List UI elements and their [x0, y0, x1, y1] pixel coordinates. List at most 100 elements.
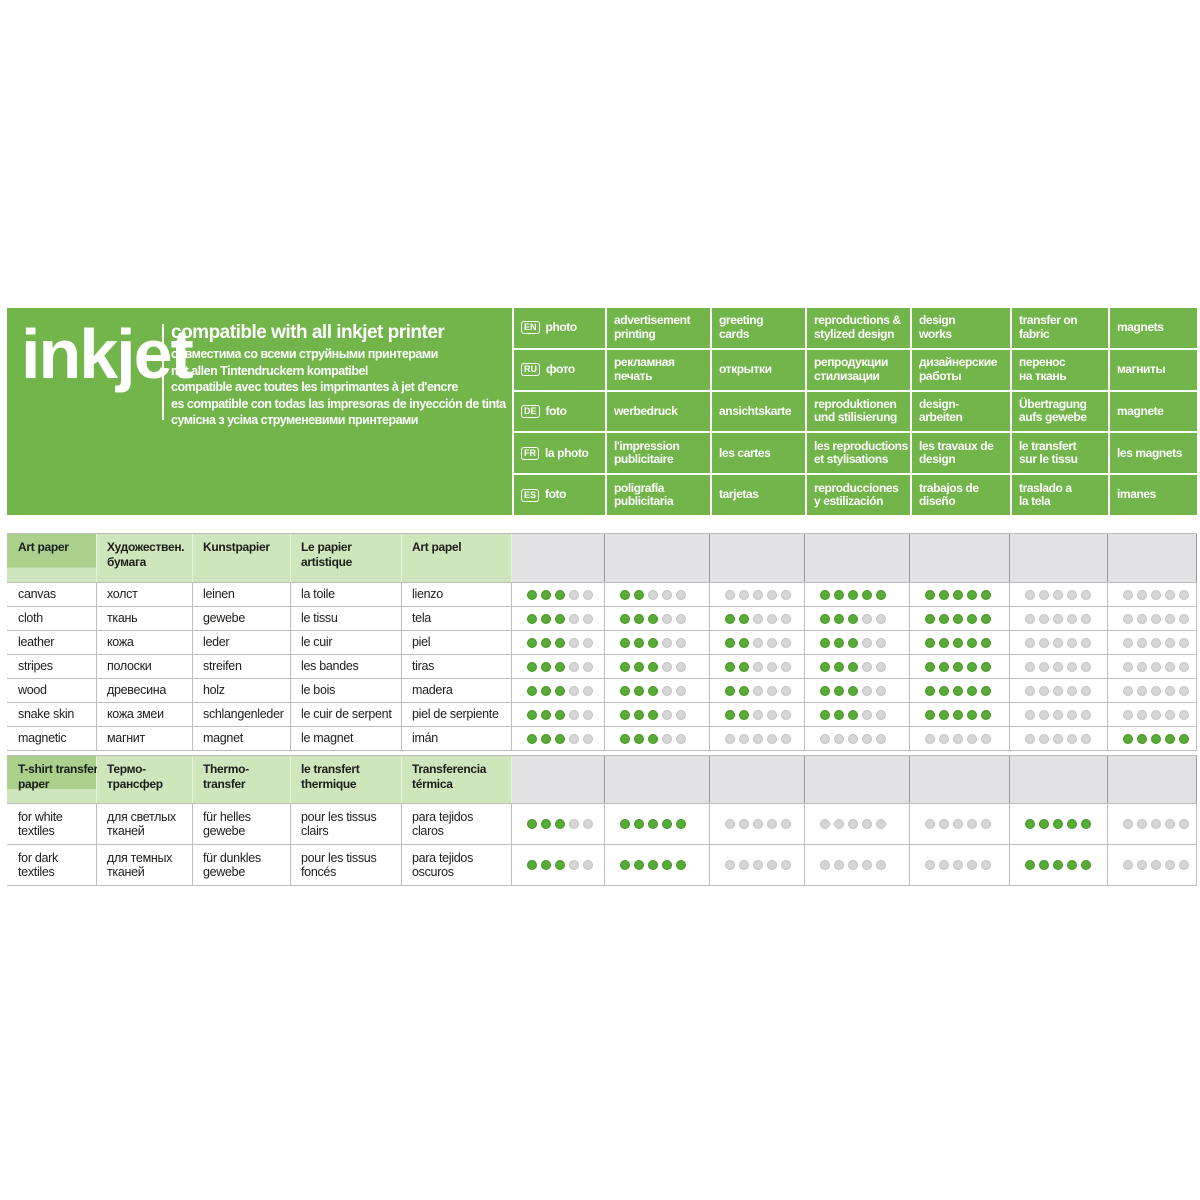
- rating-dot: [1039, 733, 1049, 744]
- rating-dot: [1165, 733, 1175, 744]
- rating-dot: [767, 819, 777, 829]
- rating-dot: [648, 589, 658, 600]
- rating-dot: [569, 709, 579, 720]
- rating-dot: [725, 685, 735, 696]
- rating-dot: [953, 860, 963, 870]
- rating-dot: [541, 613, 551, 624]
- rating-dot: [555, 709, 565, 720]
- rating-cell: [805, 631, 910, 654]
- row-label: pour les tissus clairs: [291, 804, 402, 844]
- section-header-row: Art paper Художествен. бумага Kunstpapier L…: [7, 534, 1197, 583]
- matrix-cell: дизайнерские работы: [912, 349, 1010, 390]
- rating-dot: [981, 819, 991, 829]
- rating-dot: [781, 613, 791, 624]
- rating-dot: [1151, 860, 1161, 870]
- rating-dot: [1025, 733, 1035, 744]
- rating-dot: [862, 637, 872, 648]
- rating-dot: [620, 637, 630, 648]
- rating-cell: [1108, 631, 1197, 654]
- rating-dot: [1179, 589, 1189, 600]
- rating-dot: [739, 613, 749, 624]
- row-label: für helles gewebe: [193, 804, 291, 844]
- rating-dot: [739, 860, 749, 870]
- rating-dot: [527, 613, 537, 624]
- row-label: la toile: [291, 583, 402, 606]
- rating-dot: [967, 819, 977, 829]
- rating-dot: [834, 860, 844, 870]
- rating-dot: [781, 819, 791, 829]
- rating-dot: [925, 637, 935, 648]
- table-row: stripes полоски streifen les bandes tiras: [7, 655, 1197, 679]
- rating-dot: [820, 613, 830, 624]
- rating-cell: [805, 727, 910, 750]
- rating-dot: [767, 685, 777, 696]
- matrix-label: магниты: [1117, 361, 1166, 376]
- rating-dot: [569, 589, 579, 600]
- rating-cell: [710, 845, 805, 885]
- rating-dot: [620, 613, 630, 624]
- rating-dot: [848, 860, 858, 870]
- rating-dot: [725, 637, 735, 648]
- row-label: для светлых тканей: [97, 804, 193, 844]
- matrix-label: advertisement printing: [614, 313, 691, 341]
- matrix-cell: перенос на ткань: [1012, 349, 1108, 390]
- rating-dot: [1053, 860, 1063, 870]
- rating-dot: [834, 819, 844, 829]
- rating-dot: [1053, 685, 1063, 696]
- rating-cell: [805, 607, 910, 630]
- rating-dot: [1053, 589, 1063, 600]
- brand-box: inkjet compatible with all inkjet printe…: [7, 308, 512, 515]
- rating-dot: [781, 709, 791, 720]
- lang-badge-ru: RU: [521, 363, 540, 377]
- rating-dot: [648, 819, 658, 829]
- rating-cell: [710, 631, 805, 654]
- rating-cell: [512, 804, 605, 844]
- rating-dot: [634, 709, 644, 720]
- rating-dot: [1081, 661, 1091, 672]
- rating-dot: [725, 819, 735, 829]
- rating-dot: [781, 860, 791, 870]
- matrix-cell: les reproductions et stylisations: [807, 433, 910, 474]
- matrix-cell: FR la photo: [514, 433, 605, 474]
- rating-dot: [925, 589, 935, 600]
- rating-dot: [1137, 589, 1147, 600]
- row-label: cloth: [7, 607, 97, 630]
- rating-dot: [527, 589, 537, 600]
- rating-cell: [605, 845, 710, 885]
- rating-dot: [820, 685, 830, 696]
- rating-dot: [569, 685, 579, 696]
- rating-dot: [939, 637, 949, 648]
- rating-cell: [605, 655, 710, 678]
- matrix-label: les reproductions et stylisations: [814, 438, 908, 467]
- rating-cell: [605, 703, 710, 726]
- rating-dot: [1081, 685, 1091, 696]
- rating-dot: [1053, 733, 1063, 744]
- matrix-label: magnete: [1117, 403, 1164, 418]
- tagline-line-de: mit allen Tintendruckern kompatibel: [171, 363, 368, 378]
- rating-dot: [939, 613, 949, 624]
- section-header-spacer: [710, 756, 805, 803]
- rating-dot: [1025, 589, 1035, 600]
- lang-badge-de: DE: [521, 404, 540, 418]
- rating-cell: [1108, 845, 1197, 885]
- rating-dot: [620, 589, 630, 600]
- matrix-label: le transfert sur le tissu: [1019, 438, 1078, 467]
- matrix-label: l'impression publicitaire: [614, 438, 680, 467]
- matrix-cell: репродукции стилизации: [807, 349, 910, 390]
- rating-dot: [953, 685, 963, 696]
- row-label: holz: [193, 679, 291, 702]
- rating-dot: [862, 613, 872, 624]
- row-label: para tejidos oscuros: [402, 845, 512, 885]
- rating-dot: [820, 733, 830, 744]
- section-header-cell: Transferencia térmica: [402, 756, 512, 803]
- section-header-spacer: [512, 534, 605, 582]
- rating-dot: [527, 637, 537, 648]
- rating-dot: [662, 637, 672, 648]
- rating-dot: [953, 613, 963, 624]
- rating-cell: [512, 703, 605, 726]
- matrix-label: reproduktionen und stilisierung: [814, 396, 897, 425]
- matrix-cell: greeting cards: [712, 308, 805, 348]
- table-row: magnetic магнит magnet le magnet imán: [7, 727, 1197, 751]
- rating-dot: [876, 637, 886, 648]
